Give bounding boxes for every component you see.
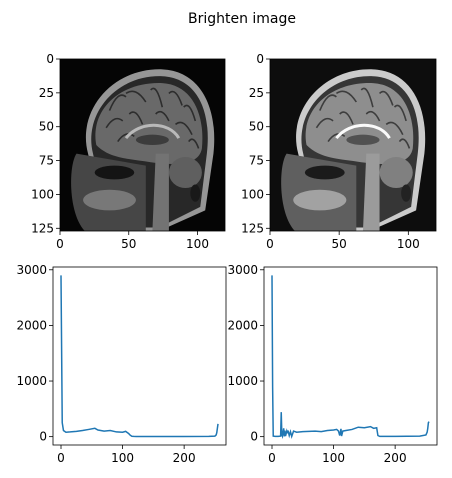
brain-fold <box>339 111 354 125</box>
mri-image <box>270 59 436 231</box>
cerebellum <box>379 157 413 188</box>
y-tick-label: 100 <box>241 187 264 201</box>
brain-fold <box>398 138 411 149</box>
x-tick-label: 100 <box>397 237 420 251</box>
brain-fold <box>168 90 183 106</box>
brain-fold <box>128 111 144 125</box>
x-tick-label: 0 <box>268 451 276 465</box>
x-tick-label: 100 <box>111 451 134 465</box>
axes-frame <box>52 266 227 446</box>
y-tick-label: 25 <box>39 86 54 100</box>
y-tick-label: 2000 <box>227 318 258 332</box>
brain-fold <box>393 104 407 122</box>
tongue <box>83 189 136 211</box>
y-tick-label: 0 <box>250 430 258 444</box>
brainstem <box>152 153 169 231</box>
y-tick-label: 25 <box>249 86 264 100</box>
y-tick-label: 2000 <box>16 318 47 332</box>
brain-fold <box>385 121 404 136</box>
x-tick-label: 0 <box>56 237 64 251</box>
brain-fold <box>315 117 334 129</box>
x-tick-label: 50 <box>121 237 136 251</box>
nasal-cavity <box>304 165 345 180</box>
y-tick-label: 3000 <box>227 263 258 277</box>
axes-frame <box>263 266 438 446</box>
brain-fold <box>150 87 164 108</box>
brainstem <box>362 153 380 231</box>
corpus-callosum <box>124 123 181 140</box>
y-tick-label: 100 <box>31 187 54 201</box>
brain-fold <box>188 138 200 149</box>
brain-cortex <box>305 83 414 164</box>
y-tick-label: 0 <box>46 52 54 66</box>
brain-fold <box>108 94 127 111</box>
y-tick-label: 3000 <box>16 263 47 277</box>
brain-fold <box>183 104 197 122</box>
brain-fold <box>155 110 170 122</box>
nasal-cavity <box>94 165 135 180</box>
tongue <box>293 189 347 211</box>
ventricle <box>135 134 169 145</box>
brain-fold <box>105 117 124 129</box>
x-tick-label: 100 <box>322 451 345 465</box>
y-tick-label: 75 <box>39 154 54 168</box>
cerebellum <box>168 157 202 188</box>
x-tick-label: 200 <box>173 451 196 465</box>
brain-fold <box>117 133 135 143</box>
mri-image <box>60 59 225 231</box>
x-tick-label: 0 <box>57 451 65 465</box>
histogram-line <box>60 275 219 438</box>
y-tick-label: 125 <box>31 221 54 235</box>
brain-fold <box>174 121 193 136</box>
y-tick-label: 1000 <box>227 374 258 388</box>
airway-spot <box>190 184 201 202</box>
y-tick-label: 0 <box>39 430 47 444</box>
corpus-callosum <box>335 123 391 140</box>
airway-spot <box>401 184 412 202</box>
y-tick-label: 125 <box>241 221 264 235</box>
x-tick-label: 200 <box>384 451 407 465</box>
brightened-mri-axes: 0 50 100 0 25 50 75 100 125 <box>241 52 437 251</box>
x-tick-label: 0 <box>266 237 274 251</box>
figure-title: Brighten image <box>188 11 296 27</box>
brain-fold <box>125 90 147 103</box>
y-tick-label: 0 <box>256 52 264 66</box>
y-tick-label: 1000 <box>16 374 47 388</box>
brain-fold <box>365 110 381 122</box>
brain-fold <box>335 90 357 103</box>
ventricle <box>346 134 380 145</box>
x-tick-label: 50 <box>332 237 347 251</box>
x-tick-label: 100 <box>186 237 209 251</box>
brain-cortex <box>95 83 203 164</box>
brain-fold <box>360 87 374 108</box>
axes-frame <box>59 58 226 232</box>
original-mri-axes: 0 50 100 0 25 50 75 100 125 <box>31 52 226 251</box>
axes-frame <box>269 58 437 232</box>
y-tick-label: 75 <box>249 154 264 168</box>
brain-fold <box>327 133 346 143</box>
brain-fold <box>319 94 337 111</box>
y-tick-label: 50 <box>39 120 54 134</box>
y-tick-label: 50 <box>249 120 264 134</box>
histogram-line <box>271 275 430 440</box>
brain-fold <box>378 90 394 106</box>
